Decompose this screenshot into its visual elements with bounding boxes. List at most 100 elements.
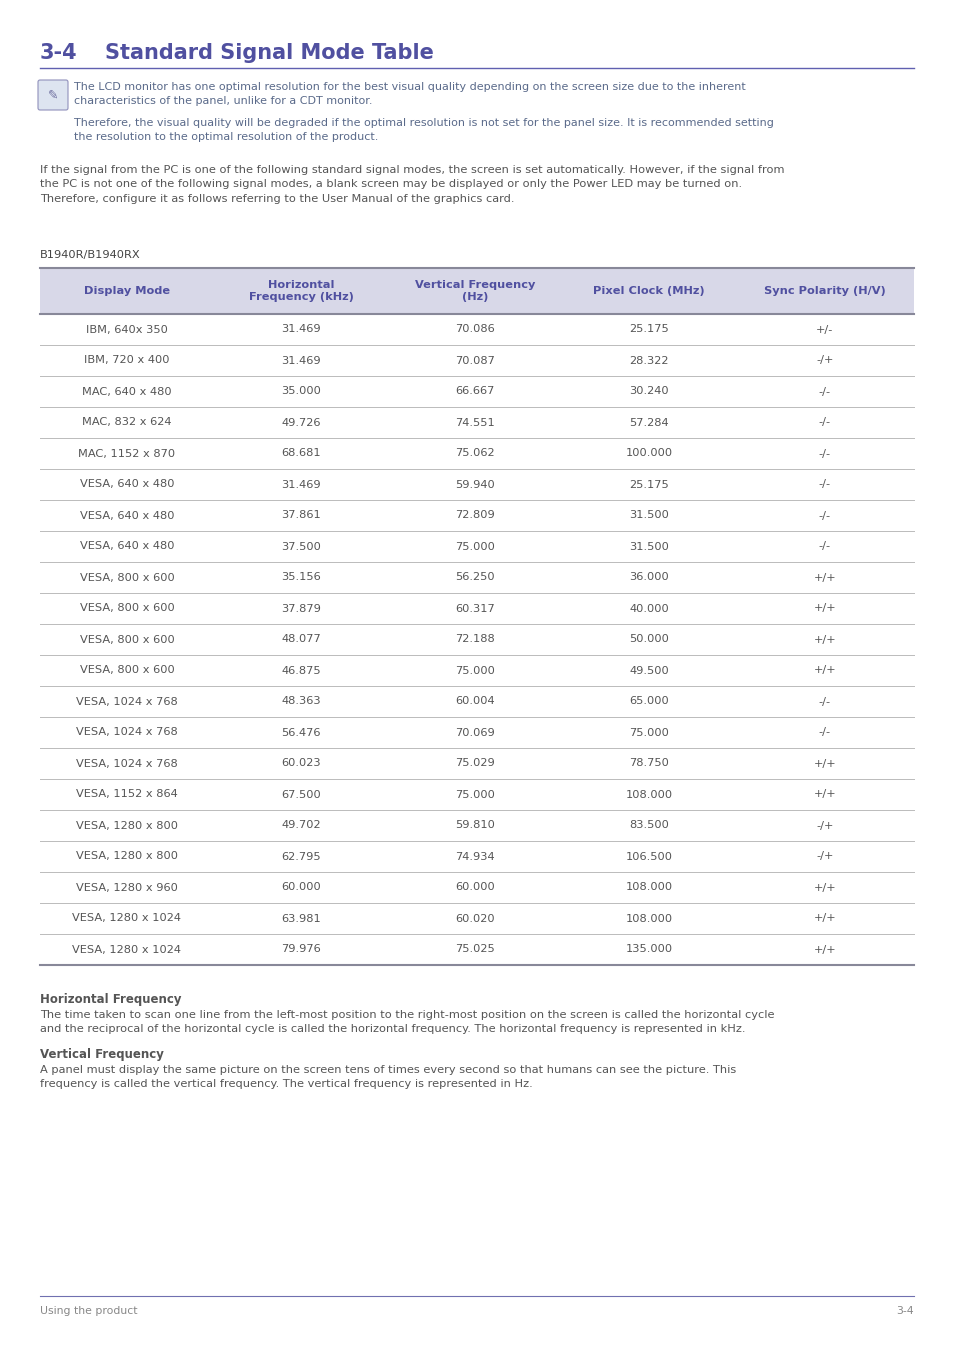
Text: 37.861: 37.861 bbox=[281, 510, 320, 521]
Text: 35.000: 35.000 bbox=[281, 386, 320, 397]
Text: The LCD monitor has one optimal resolution for the best visual quality depending: The LCD monitor has one optimal resoluti… bbox=[74, 82, 745, 107]
Text: 108.000: 108.000 bbox=[625, 790, 672, 799]
Bar bbox=[40, 779, 913, 810]
Bar bbox=[40, 531, 913, 562]
Text: 72.188: 72.188 bbox=[455, 634, 495, 644]
Text: 59.810: 59.810 bbox=[455, 821, 495, 830]
Text: B1940R/B1940RX: B1940R/B1940RX bbox=[40, 250, 140, 261]
Text: Horizontal
Frequency (kHz): Horizontal Frequency (kHz) bbox=[249, 279, 353, 302]
Text: 65.000: 65.000 bbox=[628, 697, 668, 706]
Bar bbox=[40, 468, 913, 500]
Text: 75.000: 75.000 bbox=[455, 790, 495, 799]
Text: VESA, 1152 x 864: VESA, 1152 x 864 bbox=[76, 790, 177, 799]
Text: 83.500: 83.500 bbox=[628, 821, 668, 830]
Bar bbox=[40, 406, 913, 437]
Text: Therefore, the visual quality will be degraded if the optimal resolution is not : Therefore, the visual quality will be de… bbox=[74, 117, 773, 142]
Text: 74.551: 74.551 bbox=[455, 417, 495, 428]
Text: +/+: +/+ bbox=[813, 572, 836, 582]
Text: -/-: -/- bbox=[818, 697, 830, 706]
Text: 66.667: 66.667 bbox=[455, 386, 495, 397]
Text: 28.322: 28.322 bbox=[629, 355, 668, 366]
Bar bbox=[40, 562, 913, 593]
Text: +/+: +/+ bbox=[813, 634, 836, 644]
Bar bbox=[40, 748, 913, 779]
FancyBboxPatch shape bbox=[38, 80, 68, 109]
Text: 36.000: 36.000 bbox=[628, 572, 668, 582]
Text: 70.069: 70.069 bbox=[455, 728, 495, 737]
Text: VESA, 1280 x 800: VESA, 1280 x 800 bbox=[76, 852, 178, 861]
Text: 37.879: 37.879 bbox=[281, 603, 320, 613]
Text: 60.000: 60.000 bbox=[281, 883, 320, 892]
Text: 3-4: 3-4 bbox=[40, 43, 77, 63]
Text: VESA, 1280 x 1024: VESA, 1280 x 1024 bbox=[72, 945, 181, 954]
Text: 62.795: 62.795 bbox=[281, 852, 320, 861]
Bar bbox=[40, 841, 913, 872]
Text: +/-: +/- bbox=[816, 324, 833, 335]
Text: 108.000: 108.000 bbox=[625, 883, 672, 892]
Text: Horizontal Frequency: Horizontal Frequency bbox=[40, 994, 181, 1006]
Text: VESA, 1024 x 768: VESA, 1024 x 768 bbox=[76, 728, 177, 737]
Text: 49.702: 49.702 bbox=[281, 821, 320, 830]
Bar bbox=[40, 903, 913, 934]
Text: IBM, 720 x 400: IBM, 720 x 400 bbox=[84, 355, 170, 366]
Text: 49.500: 49.500 bbox=[628, 666, 668, 675]
Text: -/+: -/+ bbox=[816, 355, 833, 366]
Bar bbox=[40, 500, 913, 531]
Bar bbox=[40, 872, 913, 903]
Text: 75.062: 75.062 bbox=[455, 448, 495, 459]
Text: VESA, 1280 x 800: VESA, 1280 x 800 bbox=[76, 821, 178, 830]
Text: 56.250: 56.250 bbox=[455, 572, 495, 582]
Text: 75.000: 75.000 bbox=[455, 666, 495, 675]
Text: +/+: +/+ bbox=[813, 914, 836, 923]
Text: 75.000: 75.000 bbox=[455, 541, 495, 552]
Text: +/+: +/+ bbox=[813, 603, 836, 613]
Text: VESA, 1024 x 768: VESA, 1024 x 768 bbox=[76, 759, 177, 768]
Text: 100.000: 100.000 bbox=[625, 448, 672, 459]
Text: -/-: -/- bbox=[818, 541, 830, 552]
Text: VESA, 800 x 600: VESA, 800 x 600 bbox=[79, 634, 174, 644]
Text: VESA, 1280 x 960: VESA, 1280 x 960 bbox=[76, 883, 178, 892]
Text: 31.469: 31.469 bbox=[281, 355, 320, 366]
Text: 70.086: 70.086 bbox=[455, 324, 495, 335]
Text: VESA, 800 x 600: VESA, 800 x 600 bbox=[79, 603, 174, 613]
Text: VESA, 640 x 480: VESA, 640 x 480 bbox=[80, 510, 174, 521]
Text: 59.940: 59.940 bbox=[455, 479, 495, 490]
Text: 79.976: 79.976 bbox=[281, 945, 320, 954]
Bar bbox=[40, 377, 913, 406]
Text: VESA, 640 x 480: VESA, 640 x 480 bbox=[80, 479, 174, 490]
Text: 25.175: 25.175 bbox=[628, 479, 668, 490]
Text: 135.000: 135.000 bbox=[625, 945, 672, 954]
Bar bbox=[40, 717, 913, 748]
Text: 35.156: 35.156 bbox=[281, 572, 320, 582]
Text: 75.029: 75.029 bbox=[455, 759, 495, 768]
Text: Vertical Frequency
(Hz): Vertical Frequency (Hz) bbox=[415, 279, 535, 302]
Text: 31.500: 31.500 bbox=[628, 510, 668, 521]
Text: 49.726: 49.726 bbox=[281, 417, 320, 428]
Text: 60.020: 60.020 bbox=[455, 914, 495, 923]
Text: 25.175: 25.175 bbox=[628, 324, 668, 335]
Text: 48.363: 48.363 bbox=[281, 697, 320, 706]
Bar bbox=[40, 810, 913, 841]
Bar bbox=[40, 934, 913, 965]
Bar bbox=[40, 346, 913, 377]
Text: -/-: -/- bbox=[818, 448, 830, 459]
Text: MAC, 640 x 480: MAC, 640 x 480 bbox=[82, 386, 172, 397]
Text: -/-: -/- bbox=[818, 510, 830, 521]
Bar bbox=[40, 437, 913, 468]
Text: A panel must display the same picture on the screen tens of times every second s: A panel must display the same picture on… bbox=[40, 1065, 736, 1089]
Text: 30.240: 30.240 bbox=[629, 386, 668, 397]
Bar bbox=[40, 624, 913, 655]
Text: 31.469: 31.469 bbox=[281, 324, 320, 335]
Text: VESA, 1024 x 768: VESA, 1024 x 768 bbox=[76, 697, 177, 706]
Bar bbox=[40, 315, 913, 346]
Bar bbox=[40, 593, 913, 624]
Text: 50.000: 50.000 bbox=[628, 634, 668, 644]
Text: Pixel Clock (MHz): Pixel Clock (MHz) bbox=[593, 286, 704, 296]
Text: If the signal from the PC is one of the following standard signal modes, the scr: If the signal from the PC is one of the … bbox=[40, 165, 783, 204]
Text: 108.000: 108.000 bbox=[625, 914, 672, 923]
Text: 74.934: 74.934 bbox=[455, 852, 495, 861]
Text: -/+: -/+ bbox=[816, 821, 833, 830]
Text: 37.500: 37.500 bbox=[281, 541, 320, 552]
Text: MAC, 1152 x 870: MAC, 1152 x 870 bbox=[78, 448, 175, 459]
Text: 40.000: 40.000 bbox=[628, 603, 668, 613]
